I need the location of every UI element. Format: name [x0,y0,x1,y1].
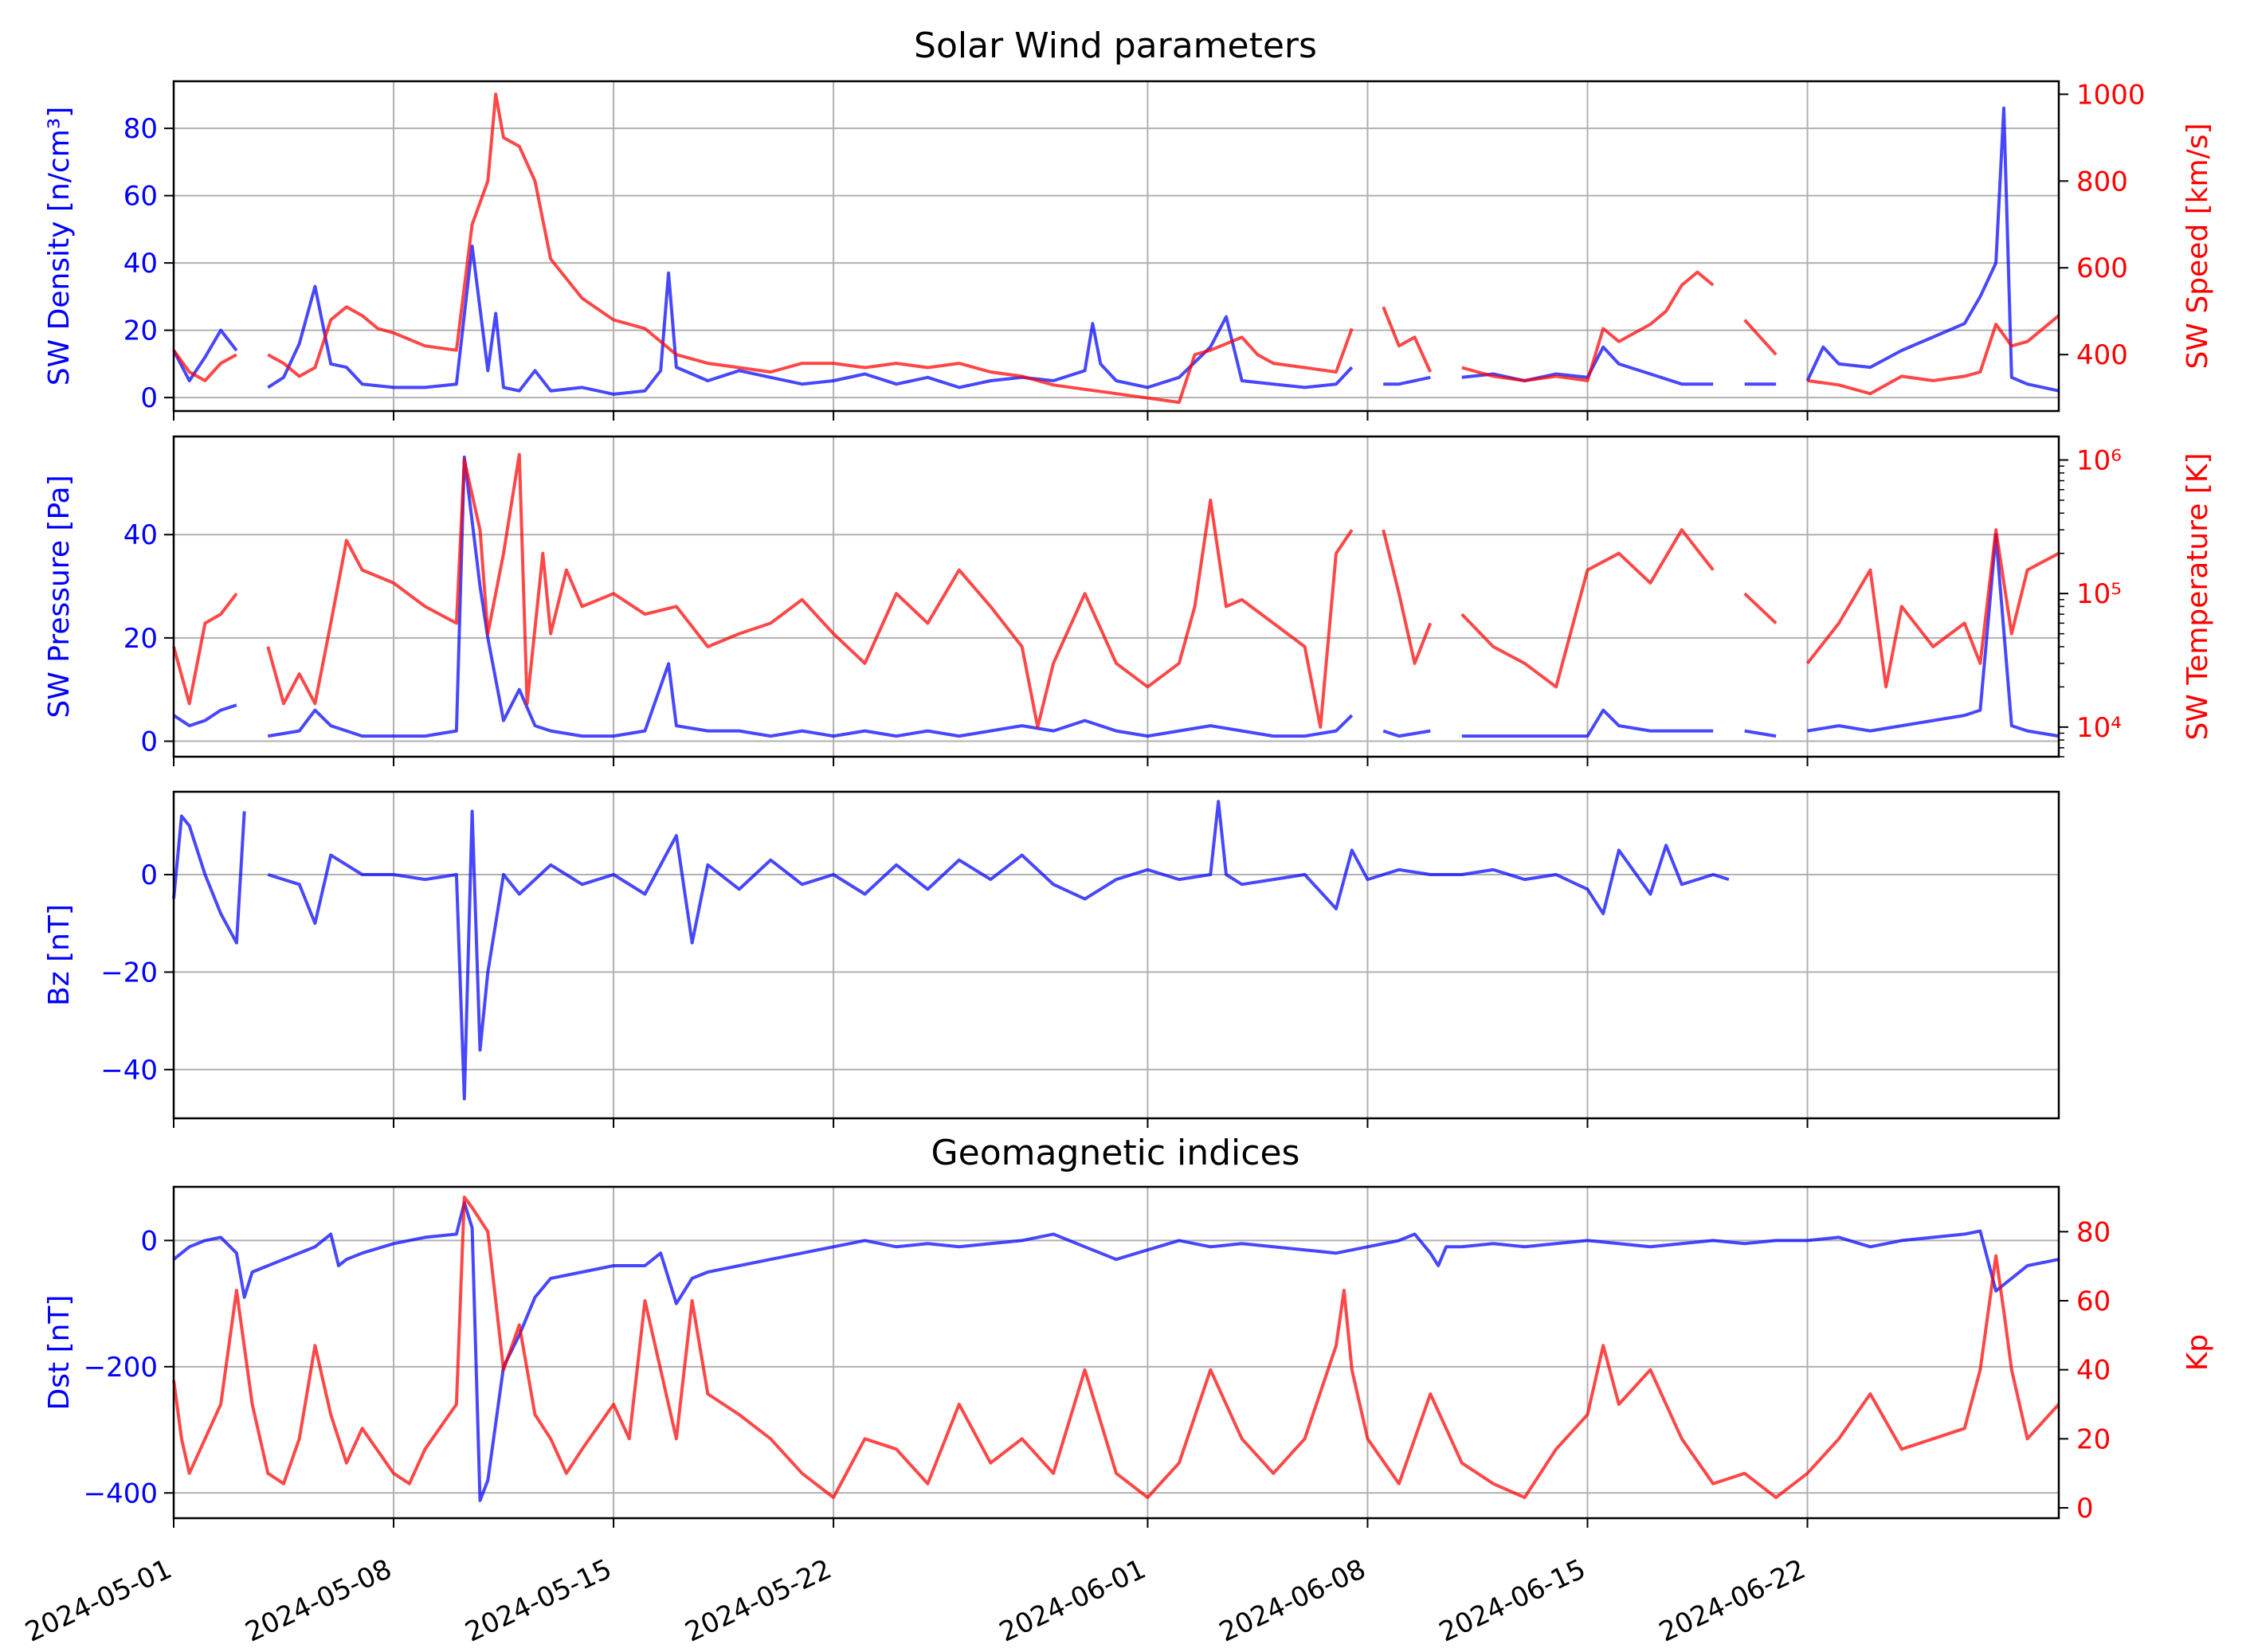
y-right-tick-label: 800 [2076,166,2128,198]
y-left-tick-label: −20 [100,957,158,988]
plot-frame [172,790,2060,1120]
y-right-tick-label: 10⁶ [2076,445,2122,477]
y-left-axis-label: Dst [nT] [43,1295,76,1411]
y-right-tick-label: 600 [2076,252,2128,284]
panel-3: −40 −20 0 Bz [nT] [43,790,2060,1128]
y-right-axis-label: SW Temperature [K] [2181,452,2214,740]
y-right-tick-label: 10⁵ [2076,578,2122,610]
series-line-right [172,92,2060,405]
y-left-tick-label: 0 [140,859,158,891]
y-right-tick-label: 400 [2076,339,2128,371]
panel-4: −400 −200 0 Dst [nT] 0 20 40 60 80 Kp [43,1185,2214,1528]
y-left-axis-label: Bz [nT] [43,904,76,1006]
y-left-tick-label: −40 [100,1055,158,1086]
y-right-tick-label: 40 [2076,1355,2111,1387]
y-left-tick-label: −200 [84,1352,158,1384]
y-left-tick-label: 0 [140,1225,158,1257]
figure-title-solar-wind: Solar Wind parameters [914,25,1317,66]
panel-2: 0 20 40 SW Pressure [Pa] 10⁴ 10⁵ 10⁶ SW Tempera… [43,435,2214,766]
plot-frame [172,435,2060,758]
y-left-tick-label: 40 [123,519,158,551]
y-right-tick-label: 80 [2076,1216,2111,1248]
y-left-tick-label: −400 [84,1478,158,1509]
y-left-tick-label: 40 [123,248,158,280]
plot-frame [172,80,2060,413]
y-left-tick-label: 20 [123,315,158,347]
y-right-tick-label: 0 [2076,1493,2094,1525]
y-right-tick-label: 1000 [2076,79,2146,111]
y-right-tick-label: 60 [2076,1286,2111,1317]
panel-1: 0 20 40 60 80 SW Density [n/cm³] 400 600 800 1000… [43,79,2214,421]
y-left-axis-label: SW Pressure [Pa] [43,475,76,718]
y-right-axis-label: Kp [2181,1334,2214,1371]
y-left-tick-label: 0 [140,726,158,758]
y-left-tick-label: 60 [123,181,158,213]
series-line-right [172,452,2060,729]
series-line-right [172,1196,2060,1499]
series-line-left [172,455,2060,738]
y-left-axis-label: SW Density [n/cm³] [43,107,76,386]
series-line-left [172,800,1730,1101]
y-right-tick-label: 20 [2076,1423,2111,1455]
plot-frame [172,1185,2060,1520]
y-left-tick-label: 80 [123,113,158,145]
y-left-tick-label: 0 [140,382,158,414]
figure-title-geomagnetic: Geomagnetic indices [931,1133,1300,1173]
series-line-left [172,1200,2060,1502]
y-right-axis-label: SW Speed [km/s] [2181,123,2214,369]
y-left-tick-label: 20 [123,623,158,655]
y-right-tick-label: 10⁴ [2076,712,2122,744]
series-line-left [172,106,2060,396]
